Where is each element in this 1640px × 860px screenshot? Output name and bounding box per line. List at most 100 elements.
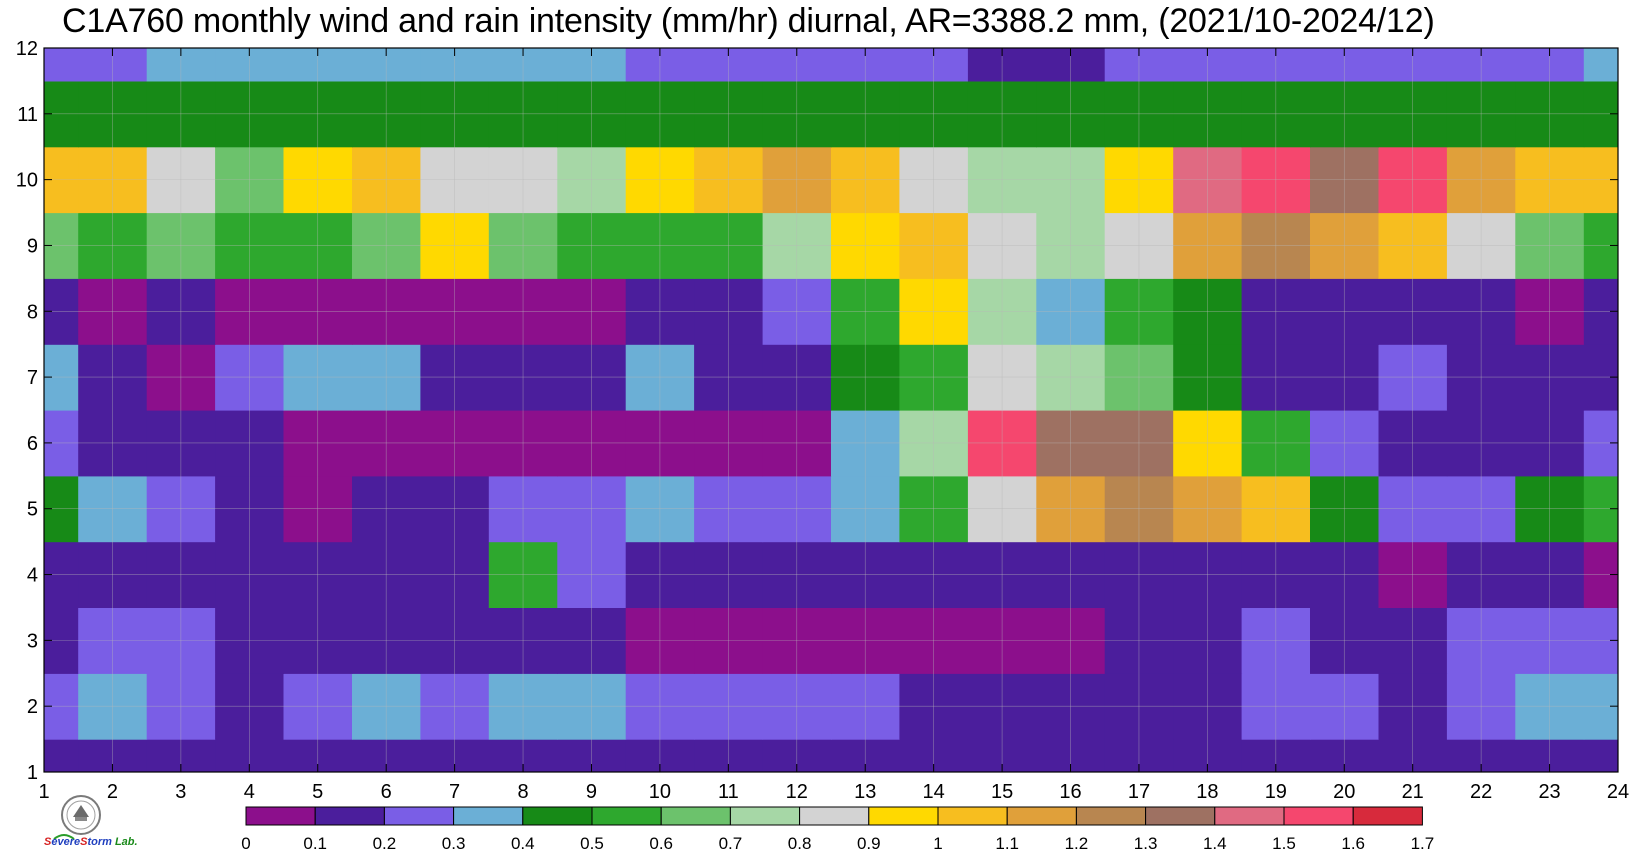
contour-cell [557, 278, 627, 345]
x-tick-label: 3 [175, 781, 186, 803]
severe-storm-lab-logo [53, 795, 101, 840]
colorbar-label: 0.4 [511, 834, 535, 853]
x-axis: 1 2 3 4 5 6 7 8 9 10 11 12 13 14 15 16 17 18 19 20 21 22 23 24 [38, 48, 1629, 803]
x-tick-label: 12 [786, 781, 808, 803]
x-tick-label: 23 [1538, 781, 1560, 803]
contour-cell [352, 673, 421, 740]
y-tick-label: 7 [27, 367, 38, 389]
y-tick-label: 6 [27, 433, 38, 455]
contour-cell [762, 607, 832, 674]
x-tick-label: 19 [1265, 781, 1287, 803]
contour-cell [146, 607, 216, 674]
colorbar-swatch [1214, 806, 1285, 826]
x-tick-label: 6 [381, 781, 392, 803]
colorbar-label: 1.5 [1272, 834, 1296, 853]
colorbar-label: 0.6 [649, 834, 673, 853]
lab-logo-text: SevereStorm Lab. [44, 836, 138, 848]
contour-cell [1378, 673, 1448, 740]
x-tick-label: 13 [854, 781, 876, 803]
contour-cell [1583, 48, 1618, 82]
y-tick-label: 12 [16, 38, 38, 60]
x-tick-label: 21 [1402, 781, 1424, 803]
x-tick-label: 17 [1128, 781, 1150, 803]
contour-cell [352, 278, 421, 345]
colorbar-swatch [1352, 806, 1423, 826]
colorbar-swatch [799, 806, 870, 826]
colorbar-swatch [660, 806, 731, 826]
colorbar-label: 1.6 [1341, 834, 1365, 853]
y-tick-label: 9 [27, 235, 38, 257]
contour-cell [44, 48, 79, 82]
colorbar-swatch [245, 806, 316, 826]
colorbar: 0 0.1 0.2 0.3 0.4 0.5 0.6 0.7 0.8 0.9 1 1.1 1.2 1.3 1.… [241, 806, 1435, 853]
contour-cell [1378, 278, 1448, 345]
colorbar-label: 0.9 [857, 834, 881, 853]
x-tick-label: 11 [718, 781, 739, 803]
colorbar-label: 0 [241, 834, 250, 853]
colorbar-label: 1.2 [1065, 834, 1089, 853]
contour-cell [557, 673, 627, 740]
colorbar-label: 1.1 [995, 834, 1019, 853]
contour-fill-area [44, 48, 1618, 772]
x-tick-label: 8 [517, 781, 528, 803]
contour-cell [1378, 344, 1448, 411]
colorbar-label: 1.3 [1134, 834, 1158, 853]
contour-cell [967, 607, 1037, 674]
colorbar-label: 0.1 [303, 834, 327, 853]
colorbar-swatch [314, 806, 385, 826]
x-tick-label: 4 [244, 781, 255, 803]
plot-frame [43, 47, 1619, 773]
contour-cell [967, 673, 1037, 740]
contour-cell [1173, 278, 1243, 345]
contour-cell [146, 278, 216, 345]
x-tick-label: 22 [1470, 781, 1492, 803]
contour-cell [557, 607, 627, 674]
x-tick-label: 24 [1607, 781, 1629, 803]
y-tick-label: 4 [27, 565, 38, 587]
y-tick-label: 11 [17, 104, 38, 126]
x-tick-label: 14 [923, 781, 945, 803]
contour-cell [352, 607, 421, 674]
contour-cell [1173, 344, 1243, 411]
colorbar-label: 0.2 [373, 834, 397, 853]
contour-cell [44, 739, 79, 772]
contour-cell [352, 344, 421, 411]
contour-cell [967, 344, 1037, 411]
colorbar-label: 0.5 [580, 834, 604, 853]
contour-cell [1173, 607, 1243, 674]
colorbar-swatch [868, 806, 939, 826]
colorbar-swatch [937, 806, 1008, 826]
y-tick-label: 10 [16, 170, 38, 192]
colorbar-swatch [453, 806, 524, 826]
y-tick-label: 8 [27, 301, 38, 323]
contour-cell [557, 344, 627, 411]
contour-cell [1378, 607, 1448, 674]
colorbar-label: 0.3 [442, 834, 466, 853]
chart-title: C1A760 monthly wind and rain intensity (… [62, 2, 1435, 40]
x-tick-label: 2 [107, 781, 118, 803]
colorbar-swatch [1075, 806, 1147, 826]
contour-cell [762, 344, 832, 411]
y-tick-label: 5 [27, 499, 38, 521]
colorbar-label: 0.7 [719, 834, 743, 853]
contour-cell [967, 278, 1037, 345]
x-tick-label: 7 [449, 781, 460, 803]
colorbar-swatch [522, 806, 593, 826]
colorbar-label: 1.4 [1203, 834, 1227, 853]
x-tick-label: 16 [1059, 781, 1081, 803]
colorbar-swatch [383, 806, 455, 826]
x-tick-label: 10 [649, 781, 671, 803]
colorbar-swatch [591, 806, 662, 826]
contour-cell [762, 278, 832, 345]
colorbar-label: 1.7 [1411, 834, 1435, 853]
colorbar-swatch [1006, 806, 1077, 826]
y-tick-label: 1 [27, 762, 38, 784]
x-tick-label: 18 [1196, 781, 1218, 803]
x-tick-label: 9 [586, 781, 597, 803]
x-tick-label: 5 [312, 781, 323, 803]
contour-cell [146, 344, 216, 411]
contour-cell [762, 673, 832, 740]
colorbar-swatch [1283, 806, 1354, 826]
